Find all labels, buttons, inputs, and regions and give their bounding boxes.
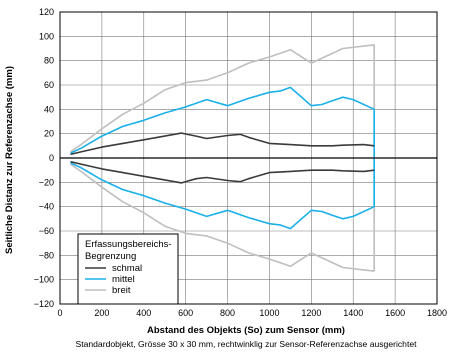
legend-label-breit: breit (112, 285, 131, 296)
y-tick-label: −120 (34, 299, 54, 309)
tick-labels: 0 200 400 600 800 1000 1200 1400 1600 18001201008… (34, 7, 447, 318)
series-layer (70, 44, 376, 272)
y-tick-label: 120 (39, 7, 54, 17)
x-tick-label: 600 (178, 308, 193, 318)
y-tick-label: −40 (39, 202, 54, 212)
y-axis-label: Seitliche Distanz zur Referenzachse (mm) (4, 66, 15, 254)
y-tick-label: −80 (39, 250, 54, 260)
series-breit-upper-line (70, 44, 376, 272)
y-tick-label: 60 (44, 80, 54, 90)
legend: Erfassungsbereichs- Begrenzung schmalmit… (77, 233, 179, 305)
x-tick-label: 800 (220, 308, 235, 318)
x-tick-label: 1200 (301, 308, 321, 318)
x-axis-label: Abstand des Objekts (So) zum Sensor (mm) (147, 325, 345, 336)
legend-box (77, 233, 179, 305)
x-tick-label: 1000 (259, 308, 279, 318)
x-tick-label: 0 (57, 308, 62, 318)
legend-title-line1: Erfassungsbereichs- (85, 239, 172, 250)
legend-title-line2: Begrenzung (85, 251, 136, 262)
x-tick-label: 1600 (385, 308, 405, 318)
legend-label-schmal: schmal (112, 263, 142, 274)
y-tick-label: −20 (39, 177, 54, 187)
series-mittel-lower-line (70, 162, 375, 230)
legend-label-mittel: mittel (112, 274, 135, 285)
x-tick-label: 1400 (343, 308, 363, 318)
y-tick-label: −100 (34, 275, 54, 285)
caption: Standardobjekt, Grösse 30 x 30 mm, recht… (75, 339, 417, 349)
y-tick-label: 80 (44, 56, 54, 66)
y-tick-label: 40 (44, 104, 54, 114)
series-breit-lower-line (70, 163, 375, 272)
y-tick-label: 0 (49, 153, 54, 163)
x-tick-label: 1800 (427, 308, 447, 318)
x-tick-label: 400 (136, 308, 151, 318)
y-tick-label: 100 (39, 31, 54, 41)
series-mittel-upper-line (70, 86, 376, 207)
series-schmal-upper-line (70, 132, 375, 156)
axes (59, 11, 438, 305)
x-tick-label: 200 (94, 308, 109, 318)
y-tick-label: 20 (44, 129, 54, 139)
y-tick-label: −60 (39, 226, 54, 236)
series-schmal-lower-line (70, 160, 375, 184)
